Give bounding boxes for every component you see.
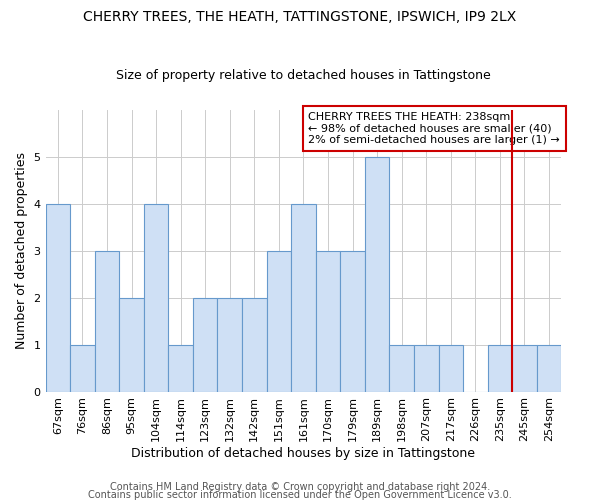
- Bar: [537, 344, 562, 392]
- Bar: [316, 250, 340, 392]
- Text: Contains HM Land Registry data © Crown copyright and database right 2024.: Contains HM Land Registry data © Crown c…: [110, 482, 490, 492]
- Text: Contains public sector information licensed under the Open Government Licence v3: Contains public sector information licen…: [88, 490, 512, 500]
- Bar: [70, 344, 95, 392]
- Bar: [144, 204, 169, 392]
- Bar: [242, 298, 266, 392]
- Text: CHERRY TREES THE HEATH: 238sqm
← 98% of detached houses are smaller (40)
2% of s: CHERRY TREES THE HEATH: 238sqm ← 98% of …: [308, 112, 560, 145]
- Bar: [488, 344, 512, 392]
- Bar: [169, 344, 193, 392]
- Y-axis label: Number of detached properties: Number of detached properties: [15, 152, 28, 349]
- Bar: [414, 344, 439, 392]
- Bar: [95, 250, 119, 392]
- Bar: [46, 204, 70, 392]
- Bar: [291, 204, 316, 392]
- Bar: [266, 250, 291, 392]
- Bar: [193, 298, 217, 392]
- Bar: [365, 156, 389, 392]
- Text: CHERRY TREES, THE HEATH, TATTINGSTONE, IPSWICH, IP9 2LX: CHERRY TREES, THE HEATH, TATTINGSTONE, I…: [83, 10, 517, 24]
- Title: Size of property relative to detached houses in Tattingstone: Size of property relative to detached ho…: [116, 69, 491, 82]
- Bar: [389, 344, 414, 392]
- Bar: [217, 298, 242, 392]
- X-axis label: Distribution of detached houses by size in Tattingstone: Distribution of detached houses by size …: [131, 447, 475, 460]
- Bar: [512, 344, 537, 392]
- Bar: [119, 298, 144, 392]
- Bar: [439, 344, 463, 392]
- Bar: [340, 250, 365, 392]
